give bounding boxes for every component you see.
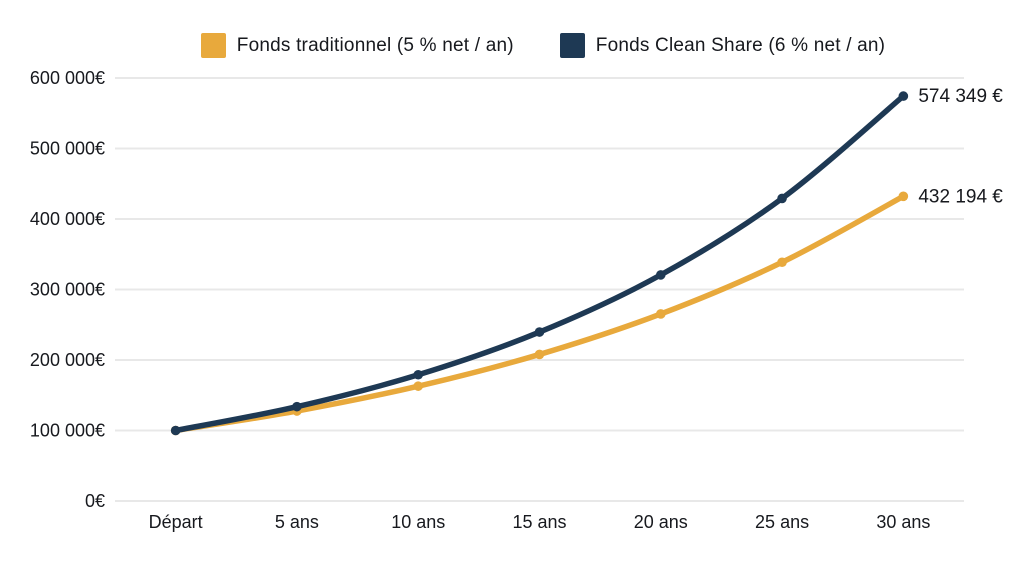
data-point: [413, 369, 424, 380]
chart-legend: Fonds traditionnel (5 % net / an) Fonds …: [31, 33, 1024, 58]
legend-swatch-gold-icon: [200, 33, 226, 58]
data-point: [898, 91, 909, 101]
legend-swatch-navy-icon: [559, 33, 585, 58]
data-point: [655, 309, 666, 319]
y-tick-label: 100 000€: [30, 421, 105, 441]
data-point: [413, 381, 424, 391]
series-line-0: [172, 193, 907, 434]
legend-label-fonds-traditionnel: Fonds traditionnel (5 % net / an): [236, 34, 514, 56]
x-tick-label: 5 ans: [275, 512, 319, 532]
x-tick-label: Départ: [149, 512, 203, 532]
x-tick-label: 15 ans: [512, 512, 566, 532]
data-point: [292, 401, 302, 412]
x-tick-label: 20 ans: [634, 512, 688, 532]
series-line-1: [172, 93, 907, 434]
y-tick-label: 500 000€: [30, 139, 105, 159]
legend-item-fonds-clean-share: Fonds Clean Share (6 % net / an): [559, 33, 886, 58]
y-tick-label: 600 000€: [30, 68, 105, 88]
data-point: [534, 327, 545, 337]
data-point: [534, 349, 545, 360]
data-point: [170, 425, 181, 436]
y-tick-label: 0€: [85, 491, 105, 511]
x-tick-label: 25 ans: [755, 512, 809, 532]
x-tick-label: 10 ans: [391, 512, 445, 532]
y-tick-label: 400 000€: [30, 209, 105, 229]
legend-item-fonds-traditionnel: Fonds traditionnel (5 % net / an): [200, 33, 514, 58]
legend-label-fonds-clean-share: Fonds Clean Share (6 % net / an): [595, 34, 886, 56]
y-tick-label: 200 000€: [30, 350, 105, 370]
series-end-value-label: 574 349 €: [918, 86, 1003, 107]
data-point: [777, 193, 787, 204]
data-point: [655, 270, 666, 280]
data-point: [898, 191, 909, 202]
y-tick-label: 300 000€: [30, 280, 105, 300]
x-tick-label: 30 ans: [876, 512, 930, 532]
data-point: [777, 257, 787, 268]
series-end-value-label: 432 194 €: [918, 186, 1003, 207]
